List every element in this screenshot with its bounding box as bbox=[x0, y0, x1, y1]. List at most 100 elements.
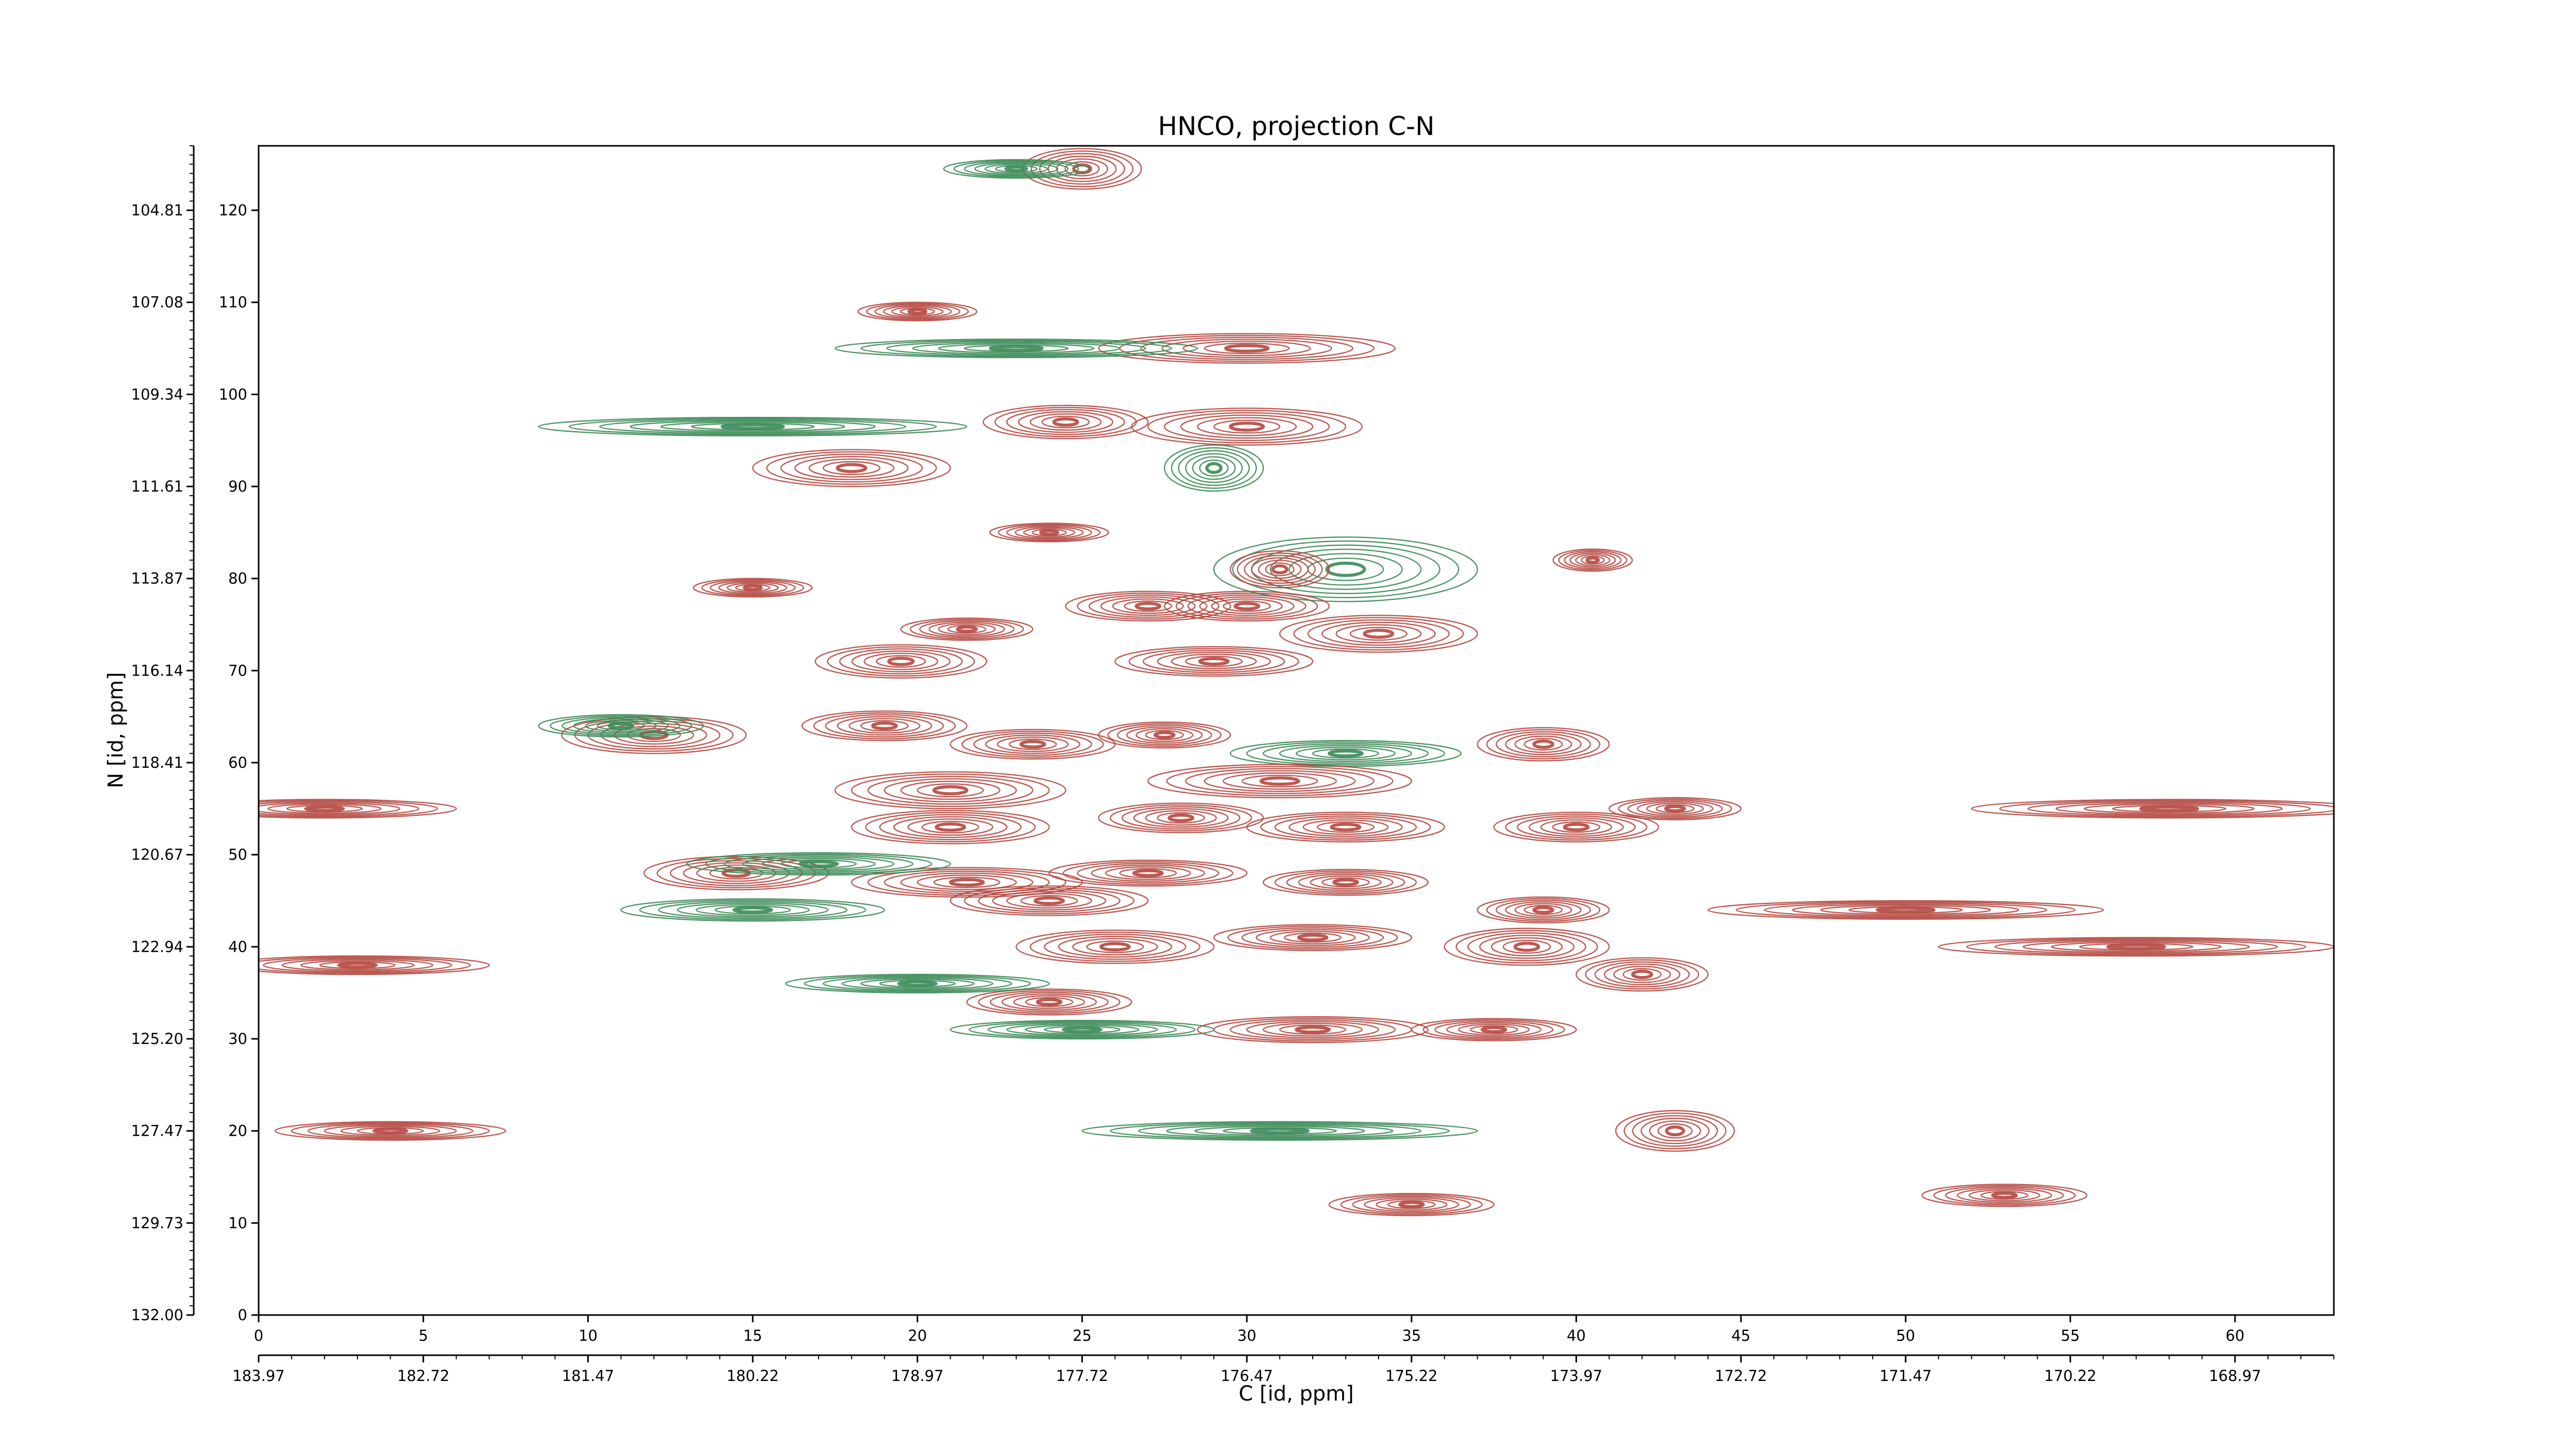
contour-level bbox=[1310, 875, 1382, 889]
contour-level bbox=[1269, 548, 1422, 590]
contour-level bbox=[884, 778, 1017, 803]
contour-level bbox=[1194, 1125, 1365, 1136]
contour-level bbox=[607, 722, 635, 730]
contour-level bbox=[1265, 562, 1295, 577]
contour-level bbox=[718, 581, 788, 594]
contour-level bbox=[928, 621, 1005, 637]
contour-level bbox=[1166, 1124, 1394, 1137]
x-ppm-tick-label: 172.72 bbox=[1715, 1367, 1767, 1385]
positive-peak bbox=[1971, 799, 2334, 819]
contour-level bbox=[917, 874, 1017, 890]
contour-level bbox=[969, 1021, 1196, 1039]
contour-level bbox=[1213, 419, 1281, 434]
contour-level bbox=[997, 524, 1101, 542]
contour-level bbox=[966, 988, 1132, 1016]
contour-level bbox=[1223, 772, 1337, 790]
contour-level bbox=[742, 856, 895, 872]
positive-peak bbox=[1131, 407, 1363, 446]
contour-level bbox=[851, 773, 1050, 807]
contour-level bbox=[1455, 930, 1598, 964]
contour-level bbox=[340, 1125, 440, 1136]
contour-level bbox=[1532, 906, 1554, 914]
contour-level bbox=[1966, 938, 2307, 956]
y-ppm-tick-label: 111.61 bbox=[131, 478, 183, 495]
contour-level bbox=[1022, 148, 1142, 190]
contour-level bbox=[1233, 601, 1260, 611]
contour-level bbox=[1072, 938, 1158, 956]
contour-level bbox=[561, 717, 681, 735]
contour-level bbox=[1575, 957, 1709, 992]
contour-level bbox=[620, 898, 885, 922]
contour-level bbox=[1232, 540, 1460, 598]
contour-level bbox=[813, 712, 956, 739]
contour-level bbox=[1006, 409, 1125, 435]
contour-level bbox=[1608, 797, 1742, 821]
contour-level bbox=[1649, 1120, 1701, 1142]
positive-peak bbox=[1493, 812, 1659, 843]
positive-peak bbox=[1921, 1184, 2088, 1207]
x-index-tick-label: 35 bbox=[1402, 1327, 1421, 1344]
contour-level bbox=[2050, 941, 2222, 952]
x-axis-label: C [id, ppm] bbox=[1239, 1382, 1354, 1406]
y-ppm-tick-label: 113.87 bbox=[131, 570, 183, 587]
positive-peak bbox=[1015, 929, 1215, 964]
contour-level bbox=[1041, 415, 1090, 429]
positive-peak bbox=[982, 405, 1149, 440]
contour-level bbox=[1131, 407, 1363, 446]
contour-level bbox=[804, 974, 1031, 992]
contour-level bbox=[337, 962, 378, 969]
contour-level bbox=[1279, 1024, 1347, 1035]
contour-level bbox=[1631, 969, 1653, 980]
positive-peak bbox=[1575, 957, 1709, 992]
contour-level bbox=[766, 451, 937, 485]
y-index-tick-label: 10 bbox=[228, 1214, 247, 1232]
contour-level bbox=[1528, 817, 1624, 837]
contour-level bbox=[1262, 1022, 1363, 1037]
contour-level bbox=[1640, 1118, 1710, 1144]
contour-level bbox=[865, 812, 1036, 843]
contour-level bbox=[1147, 764, 1412, 799]
contour-level bbox=[761, 857, 876, 870]
x-ppm-tick-label: 176.47 bbox=[1221, 1367, 1273, 1385]
contour-level bbox=[538, 416, 968, 436]
contour-level bbox=[1298, 873, 1394, 891]
contour-level bbox=[2027, 801, 2311, 816]
x-index-tick-label: 40 bbox=[1567, 1327, 1586, 1344]
positive-peak bbox=[259, 955, 490, 975]
contour-level bbox=[974, 162, 1059, 175]
contour-level bbox=[938, 623, 996, 635]
contour-level bbox=[893, 816, 1008, 838]
contour-level bbox=[1262, 743, 1429, 764]
contour-level bbox=[900, 308, 935, 315]
contour-level bbox=[2106, 943, 2166, 950]
contour-level bbox=[1048, 860, 1248, 887]
contour-level bbox=[1332, 878, 1359, 887]
contour-level bbox=[324, 1124, 457, 1137]
negative-peak bbox=[1229, 739, 1462, 767]
y-ppm-tick-label: 132.00 bbox=[131, 1306, 183, 1324]
x-ppm-tick-label: 177.72 bbox=[1056, 1367, 1108, 1385]
contour-level bbox=[1088, 594, 1208, 618]
contour-level bbox=[879, 814, 1022, 840]
y-index-tick-label: 100 bbox=[219, 385, 247, 403]
x-index-tick-label: 55 bbox=[2061, 1327, 2080, 1344]
contour-level bbox=[1486, 729, 1601, 760]
contour-level bbox=[259, 800, 438, 818]
contour-level bbox=[953, 160, 1079, 178]
contour-level bbox=[286, 805, 363, 813]
positive-peak bbox=[1328, 1192, 1495, 1217]
contour-level bbox=[1052, 417, 1079, 427]
positive-peak bbox=[1411, 1018, 1577, 1041]
contour-level bbox=[1792, 903, 2020, 917]
contour-level bbox=[2055, 802, 2283, 815]
contour-level bbox=[1540, 819, 1613, 835]
contour-level bbox=[1283, 932, 1342, 943]
contour-level bbox=[995, 165, 1038, 173]
positive-peak bbox=[1615, 1110, 1735, 1152]
contour-level bbox=[1020, 895, 1078, 907]
contour-level bbox=[1213, 536, 1478, 602]
contour-level bbox=[860, 340, 1173, 357]
contour-level bbox=[267, 803, 382, 814]
y-ppm-tick-label: 120.67 bbox=[131, 846, 183, 864]
contour-level bbox=[1575, 554, 1611, 566]
